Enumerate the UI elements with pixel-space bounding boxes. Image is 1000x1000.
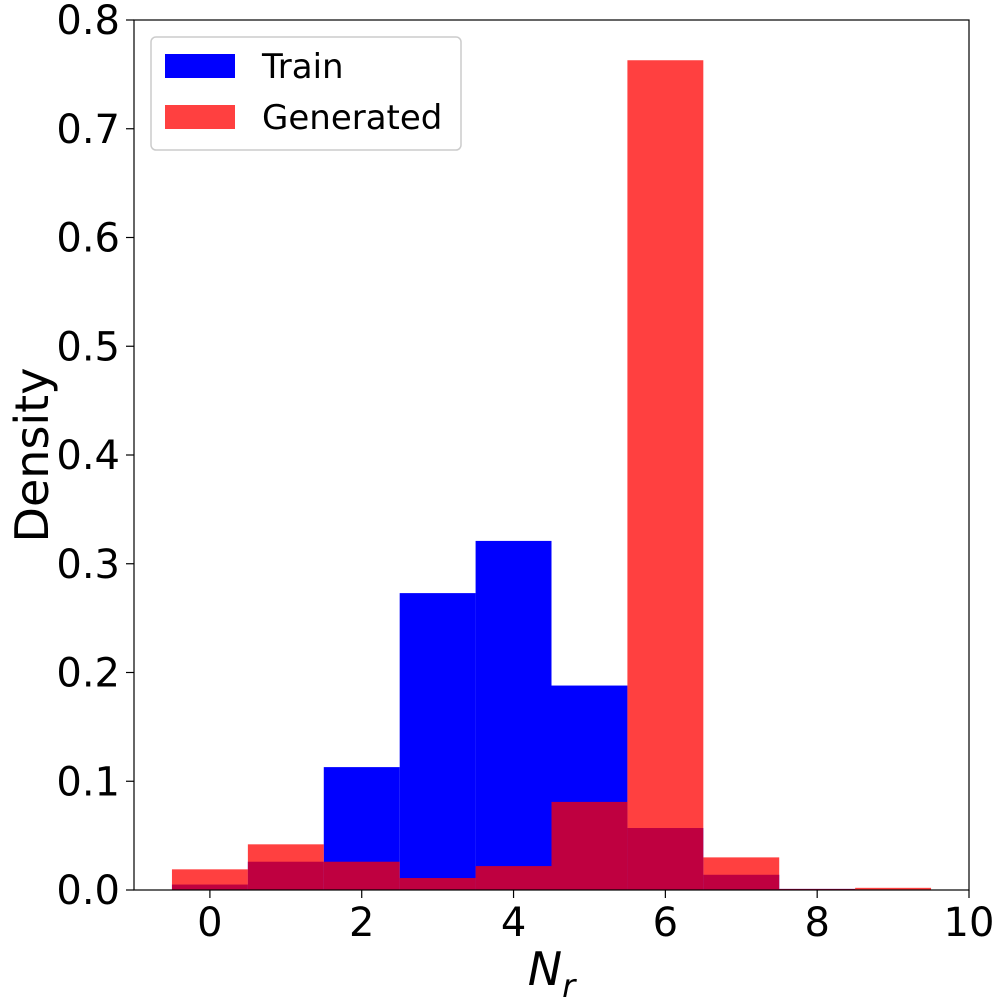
y-axis: 0.0 0.1 0.2 0.3 0.4 0.5 0.6 0.7 0.8 [56,0,134,914]
generated-bar-4 [475,866,552,890]
legend-label-generated: Generated [262,98,442,138]
x-tick-label: 6 [653,900,678,946]
generated-bar-1 [247,844,324,890]
y-tick-label: 0.0 [56,868,120,914]
generated-bar-2 [323,861,400,890]
y-tick-label: 0.6 [56,216,120,262]
train-bar-4 [475,540,552,890]
x-tick-label: 8 [804,900,829,946]
y-axis-label: Density [5,368,59,543]
train-bar-3 [399,593,476,890]
y-tick-label: 0.3 [56,542,120,588]
train-series [171,540,856,890]
generated-bar-9 [855,887,932,890]
x-axis-label: Nr [528,942,577,1000]
y-tick-label: 0.2 [56,651,120,697]
legend-swatch-train [165,54,235,78]
x-tick-label: 10 [944,900,995,946]
y-tick-label: 0.4 [56,433,120,479]
x-tick-label: 2 [349,900,374,946]
legend-swatch-generated [165,105,235,129]
generated-series [171,60,932,891]
generated-bar-0 [171,869,248,890]
y-tick-label: 0.7 [56,107,120,153]
y-tick-label: 0.8 [56,0,120,44]
x-tick-label: 4 [501,900,526,946]
generated-bar-6 [627,60,704,891]
generated-bar-7 [703,857,780,890]
legend: Train Generated [150,36,462,151]
x-tick-label: 0 [197,900,222,946]
generated-bar-3 [399,878,476,890]
x-axis: 0 2 4 6 8 10 [197,890,994,946]
y-tick-label: 0.5 [56,324,120,370]
y-tick-label: 0.1 [56,759,120,805]
legend-label-train: Train [261,47,344,87]
generated-bar-5 [551,801,628,890]
